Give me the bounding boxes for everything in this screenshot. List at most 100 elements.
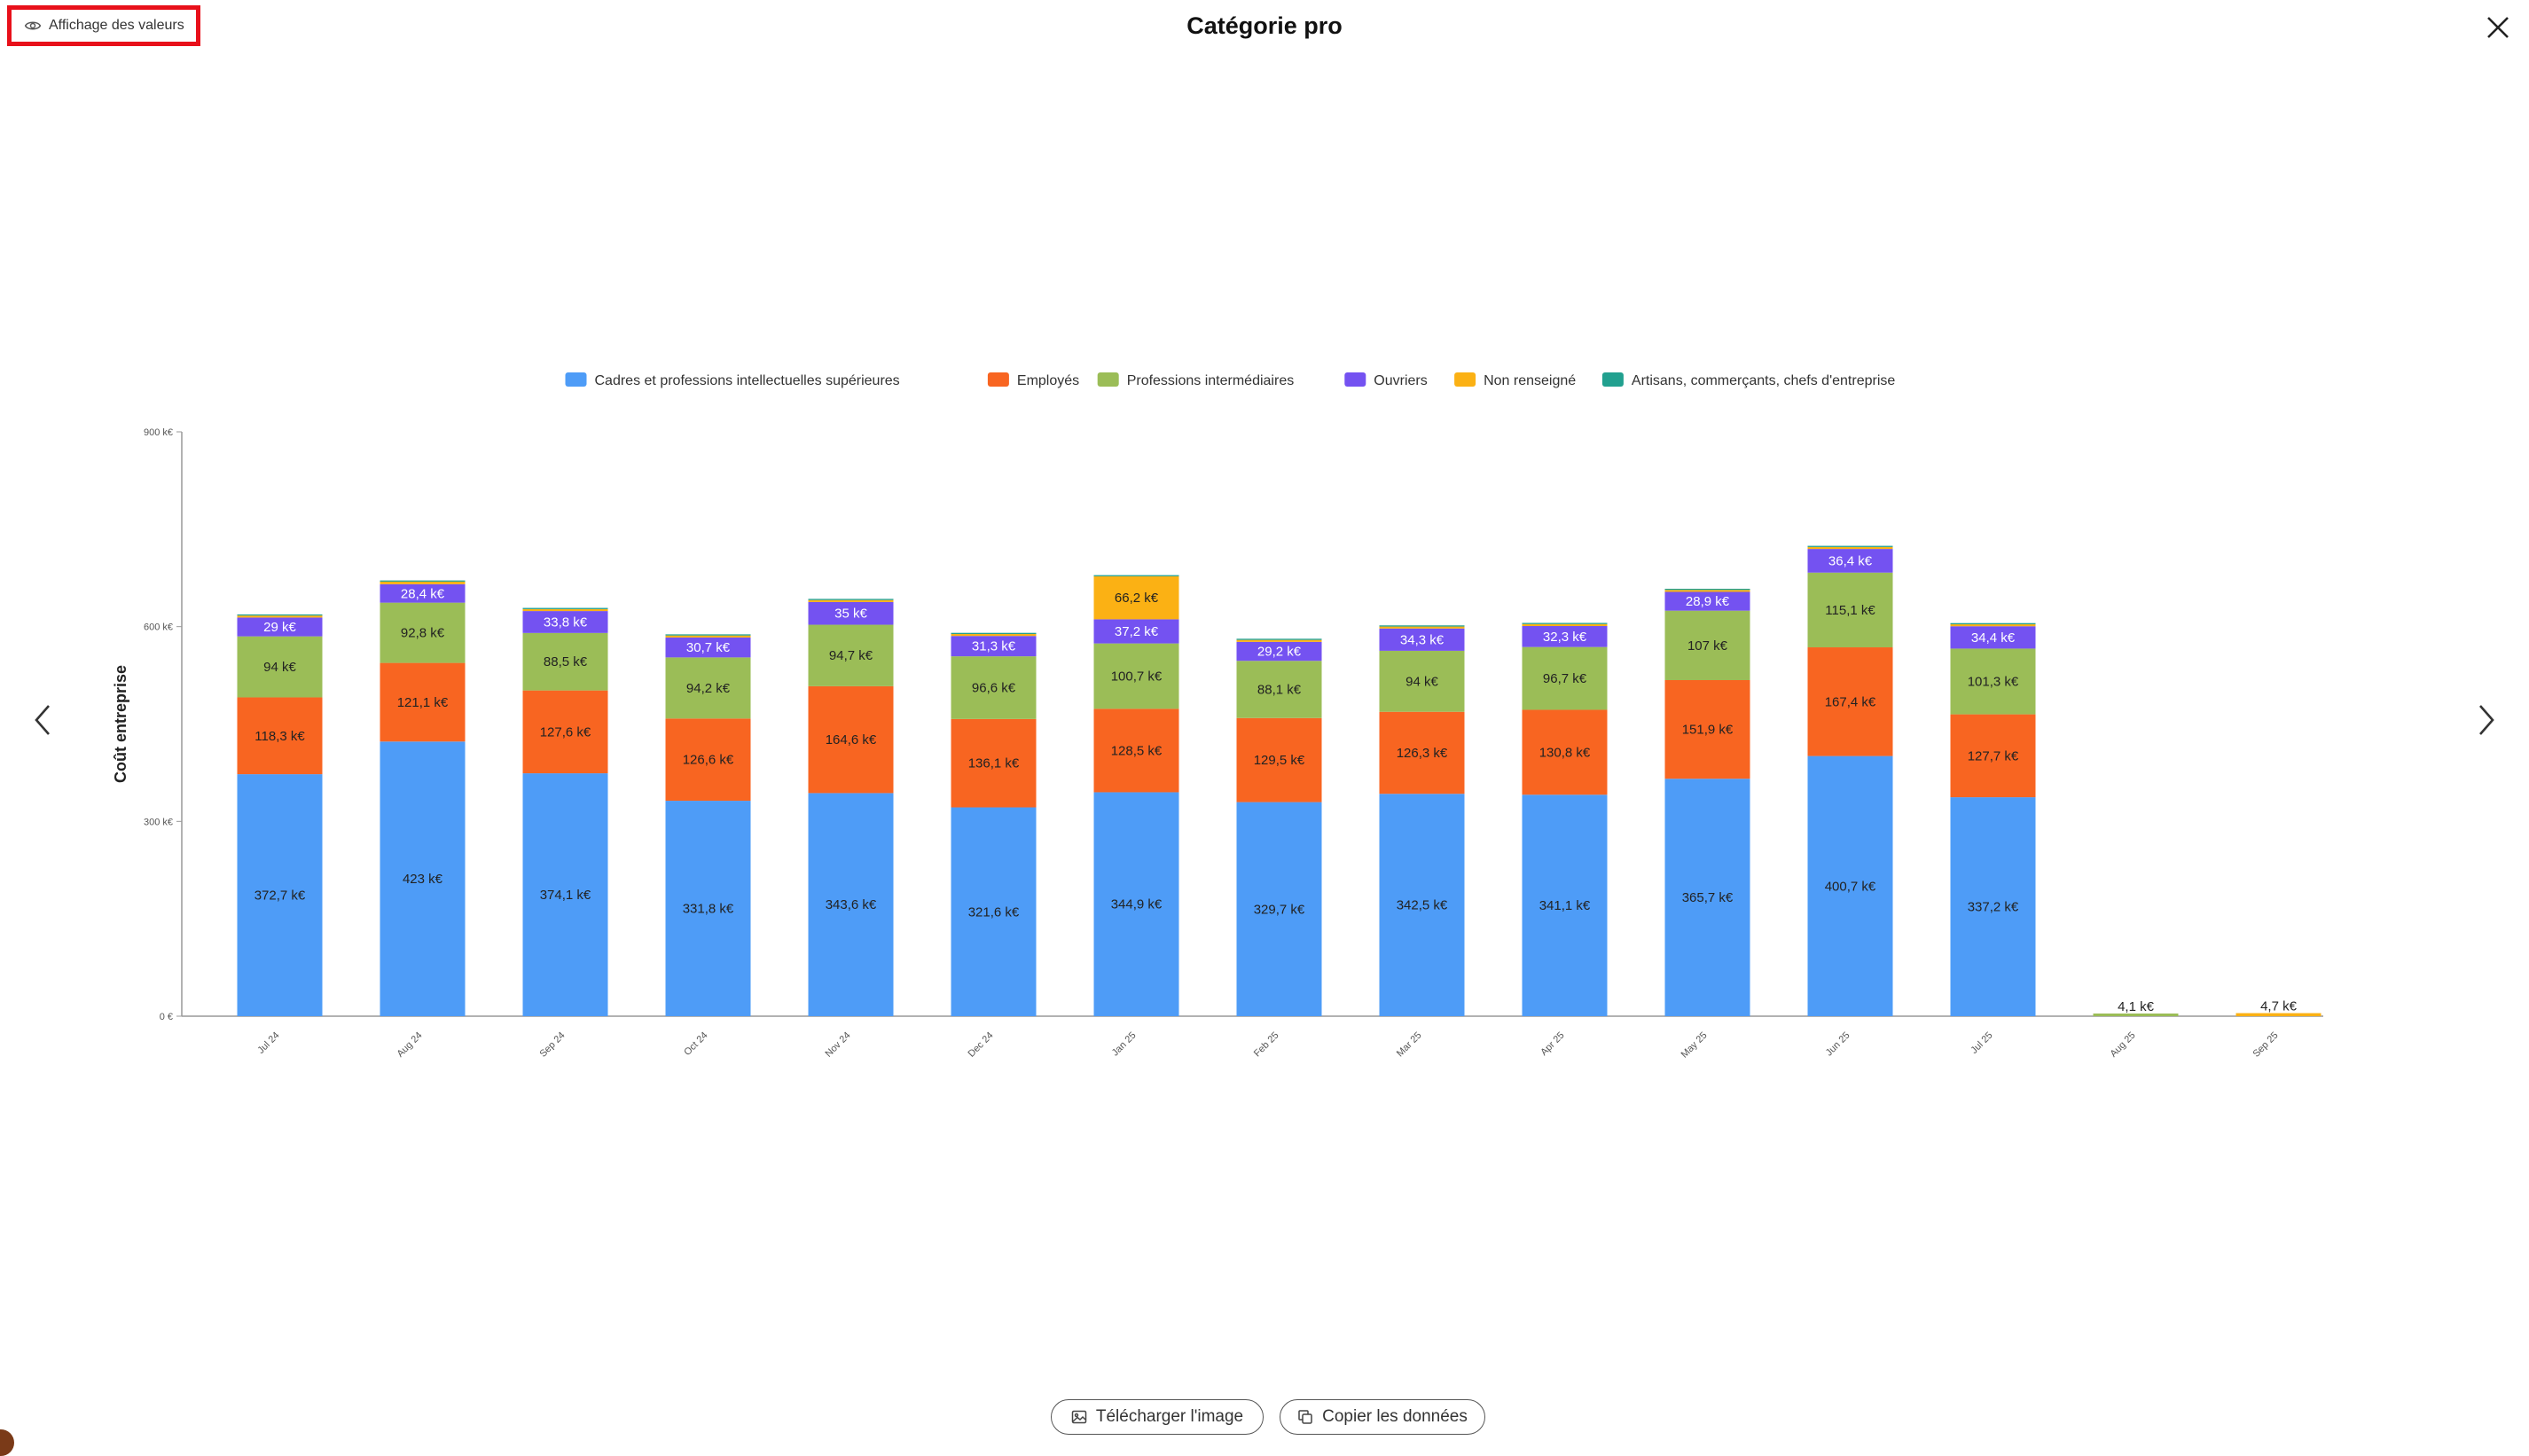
bar-segment	[380, 602, 466, 663]
data-label: 101,3 k€	[1968, 675, 2019, 690]
data-label: 28,9 k€	[1686, 594, 1730, 609]
data-label: 96,6 k€	[972, 680, 1016, 695]
legend-swatch	[1344, 372, 1366, 387]
bar-segment	[1522, 623, 1608, 627]
data-label: 115,1 k€	[1825, 603, 1875, 618]
bar-segment	[1664, 588, 1750, 591]
bar-segment	[237, 614, 323, 616]
data-label: 128,5 k€	[1111, 743, 1163, 758]
legend-label: Professions intermédiaires	[1127, 373, 1295, 388]
data-label: 118,3 k€	[254, 729, 305, 744]
bar-segment	[522, 632, 608, 691]
bar-segment	[380, 741, 466, 1016]
bar-segment	[1236, 641, 1322, 661]
toggle-values-button[interactable]: Affichage des valeurs	[7, 5, 200, 46]
data-label: 126,3 k€	[1397, 746, 1448, 761]
bar-segment	[1236, 802, 1322, 1016]
data-label: 4,7 k€	[2260, 999, 2298, 1014]
bar-segment	[665, 637, 751, 658]
data-label: 94 k€	[263, 660, 296, 675]
bar-segment	[951, 636, 1037, 657]
chevron-right-icon[interactable]	[2472, 701, 2499, 740]
x-tick-label: Mar 25	[1395, 1030, 1424, 1060]
x-tick-label: Oct 24	[682, 1030, 709, 1058]
bar-segment	[1950, 797, 2036, 1016]
bar-segment	[808, 685, 894, 794]
x-tick-label: Nov 24	[823, 1030, 852, 1060]
data-label: 341,1 k€	[1539, 898, 1591, 913]
bar-segment	[951, 718, 1037, 808]
data-label: 30,7 k€	[686, 640, 731, 655]
data-label: 151,9 k€	[1682, 723, 1734, 738]
bar-segment	[1379, 625, 1465, 627]
bar-segment	[522, 690, 608, 774]
y-tick-label: 900 k€	[144, 427, 173, 438]
bar-segment	[1093, 708, 1179, 793]
bar-segment	[951, 807, 1037, 1016]
data-label: 400,7 k€	[1825, 879, 1876, 894]
copy-data-label: Copier les données	[1322, 1407, 1468, 1426]
bar-segment	[237, 636, 323, 698]
bar-segment	[808, 601, 894, 625]
bar-segment	[1093, 575, 1179, 576]
bar-segment	[1950, 714, 2036, 798]
data-label: 96,7 k€	[1543, 671, 1587, 686]
bar-segment	[951, 634, 1037, 637]
data-label: 92,8 k€	[401, 626, 445, 641]
copy-data-button[interactable]: Copier les données	[1280, 1399, 1485, 1435]
data-label: 35 k€	[834, 607, 867, 622]
chevron-left-icon[interactable]	[30, 701, 57, 740]
data-label: 33,8 k€	[544, 614, 588, 630]
bar-segment	[1236, 661, 1322, 718]
bar-segment	[808, 624, 894, 686]
legend-label: Ouvriers	[1374, 373, 1427, 388]
legend-swatch	[1601, 372, 1624, 387]
data-label: 126,6 k€	[683, 753, 734, 768]
data-label: 34,3 k€	[1400, 632, 1445, 647]
x-tick-label: Sep 25	[2251, 1030, 2280, 1060]
eye-icon	[24, 21, 42, 30]
x-tick-label: Feb 25	[1252, 1030, 1281, 1060]
data-label: 36,4 k€	[1828, 553, 1873, 568]
bar-segment	[1664, 680, 1750, 779]
data-label: 164,6 k€	[826, 732, 877, 748]
bar-segment	[951, 632, 1037, 635]
legend-label: Artisans, commerçants, chefs d'entrepris…	[1632, 373, 1895, 388]
data-label: 127,6 k€	[540, 724, 591, 740]
x-tick-label: Apr 25	[1539, 1030, 1566, 1058]
bar-segment	[1522, 622, 1608, 624]
bar-segment	[1236, 638, 1322, 640]
data-label: 31,3 k€	[972, 639, 1016, 654]
close-icon[interactable]	[2483, 12, 2513, 43]
data-label: 88,1 k€	[1257, 683, 1302, 698]
bar-segment	[1950, 648, 2036, 715]
bar-segment	[1379, 626, 1465, 629]
bar-segment	[1522, 709, 1608, 795]
bar-segment	[522, 608, 608, 612]
data-label: 372,7 k€	[254, 888, 306, 904]
bar-segment	[2235, 1013, 2322, 1016]
bar-segment	[237, 697, 323, 775]
data-label: 107 k€	[1687, 638, 1728, 654]
bar-segment	[1522, 626, 1608, 647]
bar-segment	[1807, 546, 1893, 550]
legend-swatch	[1097, 372, 1119, 387]
bar-segment	[1522, 795, 1608, 1016]
data-label: 37,2 k€	[1115, 624, 1159, 639]
data-label: 34,4 k€	[1971, 630, 2016, 646]
image-icon	[1071, 1410, 1087, 1424]
bar-segment	[1807, 647, 1893, 756]
toggle-values-label: Affichage des valeurs	[49, 18, 184, 33]
bar-segment	[1807, 572, 1893, 648]
bar-segment	[665, 801, 751, 1016]
download-image-button[interactable]: Télécharger l'image	[1051, 1399, 1264, 1435]
legend-label: Cadres et professions intellectuelles su…	[595, 373, 900, 388]
stacked-bar-chart: Cadres et professions intellectuelles su…	[112, 372, 2323, 1061]
legend-label: Employés	[1017, 373, 1079, 388]
bar-segment	[1093, 619, 1179, 644]
data-label: 121,1 k€	[397, 695, 449, 710]
data-label: 94 k€	[1405, 674, 1438, 689]
data-label: 343,6 k€	[826, 897, 877, 912]
legend-swatch	[1454, 372, 1476, 387]
bar-segment	[1093, 792, 1179, 1016]
